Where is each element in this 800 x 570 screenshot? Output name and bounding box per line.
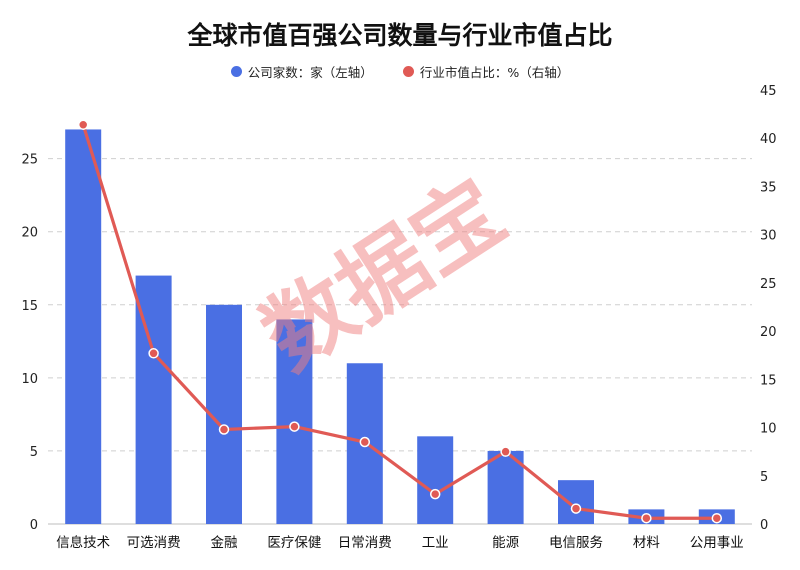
y-right-tick-label: 15 <box>760 373 777 388</box>
line-point <box>148 348 159 359</box>
y-right-tick-label: 45 <box>760 84 777 99</box>
y-left-tick-label: 0 <box>30 518 38 533</box>
line-point <box>500 446 511 457</box>
line-point <box>429 488 441 500</box>
y-left-tick-label: 5 <box>30 445 38 460</box>
legend-line-label: 行业市值占比：%（右轴） <box>419 65 570 80</box>
y-right-tick-label: 5 <box>760 470 768 485</box>
legend-item-bar: 公司家数：家（左轴） <box>230 62 373 81</box>
line-point <box>641 512 652 524</box>
watermark: 数据宝 <box>245 159 523 389</box>
line-point <box>289 421 300 432</box>
y-right-tick-label: 25 <box>760 277 777 292</box>
x-tick-label: 材料 <box>633 535 661 551</box>
x-tick-label: 可选消费 <box>127 535 181 551</box>
x-tick-label: 医疗保健 <box>267 535 321 551</box>
line-point <box>359 436 371 448</box>
chart-title: 全球市值百强公司数量与行业市值占比 <box>187 21 613 50</box>
y-left-tick-label: 10 <box>21 372 38 387</box>
y-left-tick-label: 20 <box>21 226 38 241</box>
y-right-tick-label: 40 <box>760 132 777 147</box>
bar <box>65 129 102 525</box>
y-right-tick-label: 35 <box>760 180 777 195</box>
legend-bar-label: 公司家数：家（左轴） <box>247 65 373 80</box>
line-point <box>77 119 89 130</box>
line-point <box>711 512 723 524</box>
x-tick-label: 信息技术 <box>56 534 110 551</box>
bar <box>417 436 454 524</box>
y-right-tick-label: 0 <box>760 518 768 533</box>
x-tick-label: 能源 <box>492 535 519 551</box>
line-point <box>570 503 582 514</box>
line-series <box>81 124 717 520</box>
legend-line-swatch <box>402 66 414 77</box>
legend-item-line: 行业市值占比：%（右轴） <box>402 62 570 81</box>
legend-bar-swatch <box>230 66 242 77</box>
y-right-tick-label: 30 <box>760 229 777 244</box>
x-tick-label: 公用事业 <box>690 535 744 551</box>
y-left-tick-label: 15 <box>21 299 38 314</box>
bar <box>558 480 594 524</box>
x-tick-label: 金融 <box>211 535 238 551</box>
line-point <box>218 424 230 435</box>
y-right-tick-label: 20 <box>760 325 777 340</box>
x-tick-label: 电信服务 <box>549 535 603 551</box>
x-tick-label: 工业 <box>422 535 449 551</box>
y-right-tick-label: 10 <box>760 422 777 437</box>
legend: 公司家数：家（左轴） 行业市值占比：%（右轴） <box>0 62 800 81</box>
x-tick-label: 日常消费 <box>338 535 392 551</box>
y-left-tick-label: 25 <box>21 153 38 168</box>
